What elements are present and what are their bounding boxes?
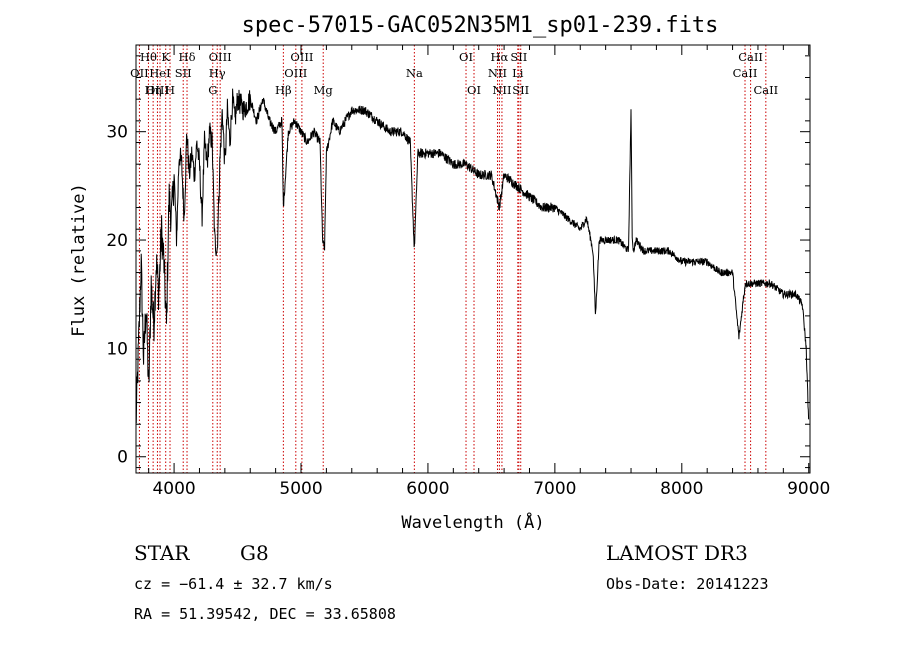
line-label-3: HeI xyxy=(149,66,170,80)
axis-ticks: 4000 5000 6000 7000 8000 9000 0 10 20 30 xyxy=(106,45,830,499)
line-label-18: OI xyxy=(467,83,481,97)
line-label-9: OIII xyxy=(209,50,232,64)
line-label-4: Hη xyxy=(145,83,162,97)
line-label-13: OIII xyxy=(290,50,313,64)
x-tick-label-0: 4000 xyxy=(152,479,195,499)
line-label-21: NII xyxy=(492,83,511,97)
plot-frame xyxy=(135,44,811,474)
line-label-15: Mg xyxy=(314,83,334,97)
observation-date: Obs-Date: 20141223 xyxy=(606,575,769,593)
line-label-7: SII xyxy=(175,66,192,80)
line-label-8: Hδ xyxy=(179,50,196,64)
line-label-22: SII xyxy=(510,50,527,64)
line-label-20: NII xyxy=(488,66,507,80)
line-label-26: CaII xyxy=(733,66,758,80)
survey-name: LAMOST DR3 xyxy=(606,541,748,565)
line-label-5: K xyxy=(161,50,170,64)
line-label-17: OI xyxy=(459,50,473,64)
line-label-23: Li xyxy=(512,66,524,80)
line-label-1: OII xyxy=(130,66,149,80)
x-tick-label-3: 7000 xyxy=(533,479,576,499)
x-tick-label-1: 5000 xyxy=(279,479,322,499)
line-markers xyxy=(138,45,767,473)
line-label-10: Hγ xyxy=(209,66,226,80)
chart-title: spec-57015-GAC052N35M1_sp01-239.fits xyxy=(242,13,719,38)
line-label-25: CaII xyxy=(738,50,763,64)
y-tick-label-0: 0 xyxy=(117,448,128,468)
x-tick-label-2: 6000 xyxy=(406,479,449,499)
y-tick-label-2: 20 xyxy=(106,231,128,251)
x-tick-label-4: 8000 xyxy=(660,479,703,499)
line-label-12: Hβ xyxy=(275,83,292,97)
sky-coordinates: RA = 51.39542, DEC = 33.65808 xyxy=(134,605,396,623)
line-label-14: OIII xyxy=(284,66,307,80)
line-label-0: Hθ xyxy=(140,50,157,64)
line-label-16: Na xyxy=(406,66,423,80)
line-label-19: Hα xyxy=(491,50,509,64)
redshift-velocity: cz = −61.4 ± 32.7 km/s xyxy=(134,575,333,593)
line-label-11: G xyxy=(208,83,217,97)
line-label-27: CaII xyxy=(753,83,778,97)
object-class: STAR xyxy=(134,541,190,565)
y-tick-label-1: 10 xyxy=(106,339,128,359)
line-label-24: SII xyxy=(512,83,529,97)
flux-series-line xyxy=(135,88,810,424)
y-tick-label-3: 30 xyxy=(106,123,128,143)
y-axis-label: Flux (relative) xyxy=(69,183,89,337)
x-tick-label-5: 9000 xyxy=(787,479,830,499)
line-label-6: H xyxy=(165,83,175,97)
object-subclass: G8 xyxy=(240,541,269,565)
line-label-2: OIII xyxy=(146,83,169,97)
x-axis-label: Wavelength (Å) xyxy=(401,511,544,533)
